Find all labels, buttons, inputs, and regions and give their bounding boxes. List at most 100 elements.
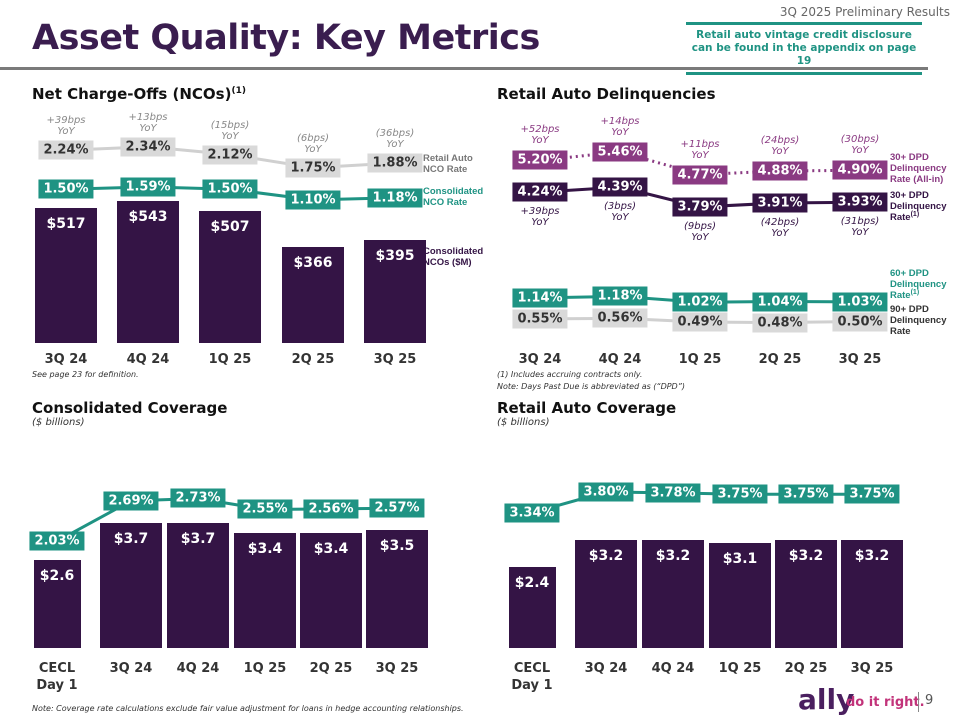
dpd90-rate-point: 0.50% xyxy=(832,312,888,331)
cons-nco-rate-point: 1.50% xyxy=(38,179,94,199)
dpd60-rate-point: 1.02% xyxy=(672,292,728,312)
dpd30-yoy: (9bps) YoY xyxy=(683,220,717,243)
dpd60-rate-point: 1.04% xyxy=(752,292,808,312)
ra-cov-x-label: 3Q 24 xyxy=(584,661,628,676)
ra-cov-bar: $3.2 xyxy=(841,540,903,648)
ra-cov-rate-point: 3.75% xyxy=(712,484,768,504)
allin-yoy: (24bps) YoY xyxy=(760,134,800,157)
nco-title: Net Charge-Offs (NCOs)(1) xyxy=(32,86,246,103)
retail-nco-rate-point: 1.88% xyxy=(367,153,423,173)
report-subtitle: 3Q 2025 Preliminary Results xyxy=(779,5,950,19)
cons-cov-x-label: CECL Day 1 xyxy=(36,661,78,693)
retail-nco-yoy: +39bps YoY xyxy=(46,115,86,138)
nco-bar: $543 xyxy=(117,201,179,343)
legend-cons-ncos: Consolidated NCOs ($M) xyxy=(423,246,484,268)
ra-cov-bar: $3.2 xyxy=(575,540,637,648)
delinq-x-label: 3Q 25 xyxy=(838,352,882,367)
delinq-footnote-1: (1) Includes accruing contracts only. xyxy=(497,370,643,379)
nco-bar: $507 xyxy=(199,210,261,343)
cons-cov-rate-point: 2.55% xyxy=(237,499,293,519)
cons-cov-bar: $3.4 xyxy=(300,533,362,648)
nco-bar: $366 xyxy=(282,247,344,343)
cons-cov-rate-point: 2.57% xyxy=(369,498,425,518)
legend-30dpd-sup: (1) xyxy=(910,210,920,218)
allin-rate-point: 4.88% xyxy=(752,161,808,181)
allin-yoy: +52bps YoY xyxy=(520,124,560,147)
cons-cov-rate-point: 2.03% xyxy=(29,531,85,551)
ra-cov-rate-point: 3.75% xyxy=(778,484,834,504)
ra-cov-rate-point: 3.80% xyxy=(578,482,634,502)
allin-rate-point: 5.20% xyxy=(512,150,568,170)
cons-cov-bar: $3.7 xyxy=(167,522,229,648)
retail-nco-rate-point: 2.24% xyxy=(38,140,94,160)
dpd30-rate-point: 4.39% xyxy=(592,177,648,197)
delinq-footnote-2: Note: Days Past Due is abbreviated as (“… xyxy=(497,382,685,391)
nco-bar: $395 xyxy=(364,239,426,343)
delinq-title: Retail Auto Delinquencies xyxy=(497,85,716,103)
cons-cov-x-label: 1Q 25 xyxy=(243,661,287,676)
nco-x-label: 4Q 24 xyxy=(126,352,170,367)
ally-logo: ally xyxy=(798,683,855,716)
page-number: 9 xyxy=(925,693,934,708)
legend-60dpd-text: 60+ DPD Delinquency Rate xyxy=(890,268,947,301)
ra-cov-x-label: 2Q 25 xyxy=(784,661,828,676)
allin-yoy: +14bps YoY xyxy=(600,115,640,138)
delinq-x-label: 4Q 24 xyxy=(598,352,642,367)
retail-nco-yoy: (6bps) YoY xyxy=(296,132,330,155)
ra-cov-x-label: 3Q 25 xyxy=(850,661,894,676)
nco-x-label: 1Q 25 xyxy=(208,352,252,367)
dpd60-rate-point: 1.14% xyxy=(512,288,568,308)
nco-footnote: See page 23 for definition. xyxy=(32,370,139,379)
nco-bar: $517 xyxy=(35,208,97,343)
ra-cov-x-label: 1Q 25 xyxy=(718,661,762,676)
dpd30-rate-point: 4.24% xyxy=(512,182,568,202)
delinq-x-label: 2Q 25 xyxy=(758,352,802,367)
cons-nco-rate-point: 1.50% xyxy=(202,179,258,199)
dpd90-rate-point: 0.55% xyxy=(512,309,568,329)
appendix-callout: Retail auto vintage credit disclosure ca… xyxy=(686,22,922,75)
retail-nco-rate-point: 1.75% xyxy=(285,158,341,178)
dpd60-rate-point: 1.18% xyxy=(592,286,648,306)
ra-cov-bar: $2.4 xyxy=(508,567,556,648)
legend-30dpd-text: 30+ DPD Delinquency Rate xyxy=(890,190,947,223)
cons-cov-title: Consolidated Coverage xyxy=(32,399,228,417)
delinq-x-label: 3Q 24 xyxy=(518,352,562,367)
nco-title-text: Net Charge-Offs (NCOs) xyxy=(32,85,232,103)
cons-cov-bar: $3.5 xyxy=(366,529,428,648)
legend-60dpd: 60+ DPD Delinquency Rate(1) xyxy=(890,268,960,301)
retail-nco-yoy: +13bps YoY xyxy=(128,111,168,134)
dpd90-rate-point: 0.49% xyxy=(672,312,728,332)
dpd30-yoy: (31bps) YoY xyxy=(840,216,880,239)
nco-title-sup: (1) xyxy=(231,86,246,96)
cons-nco-rate-point: 1.59% xyxy=(120,177,176,197)
footer-divider xyxy=(918,692,919,712)
ra-cov-bar: $3.2 xyxy=(642,540,704,648)
allin-rate-point: 4.77% xyxy=(672,165,728,185)
cons-nco-rate-point: 1.10% xyxy=(285,190,341,210)
allin-rate-point: 5.46% xyxy=(592,142,648,162)
legend-30dpd: 30+ DPD Delinquency Rate(1) xyxy=(890,190,960,223)
dpd90-rate-point: 0.56% xyxy=(592,308,648,328)
dpd60-rate-point: 1.03% xyxy=(832,292,888,312)
dpd30-rate-point: 3.91% xyxy=(752,193,808,213)
cons-cov-subtitle: ($ billions) xyxy=(32,417,85,428)
cons-nco-rate-point: 1.18% xyxy=(367,188,423,208)
cons-cov-bar: $3.7 xyxy=(100,522,162,648)
ra-cov-rate-point: 3.78% xyxy=(645,483,701,503)
dpd30-yoy: (3bps) YoY xyxy=(603,201,637,224)
cons-cov-x-label: 2Q 25 xyxy=(309,661,353,676)
dpd30-rate-point: 3.93% xyxy=(832,192,888,212)
retail-nco-rate-point: 2.12% xyxy=(202,145,258,165)
nco-x-label: 3Q 25 xyxy=(373,352,417,367)
ra-cov-rate-point: 3.34% xyxy=(504,503,560,523)
ra-cov-subtitle: ($ billions) xyxy=(497,417,550,428)
legend-allin: 30+ DPD Delinquency Rate (All-in) xyxy=(890,152,947,185)
dpd30-yoy: (42bps) YoY xyxy=(760,216,800,239)
header-divider xyxy=(0,67,928,70)
ra-cov-bar: $3.2 xyxy=(775,540,837,648)
legend-60dpd-sup: (1) xyxy=(910,288,920,296)
cons-cov-bar: $2.6 xyxy=(33,560,81,648)
dpd90-rate-point: 0.48% xyxy=(752,313,808,333)
ra-cov-x-label: CECL Day 1 xyxy=(511,661,553,693)
